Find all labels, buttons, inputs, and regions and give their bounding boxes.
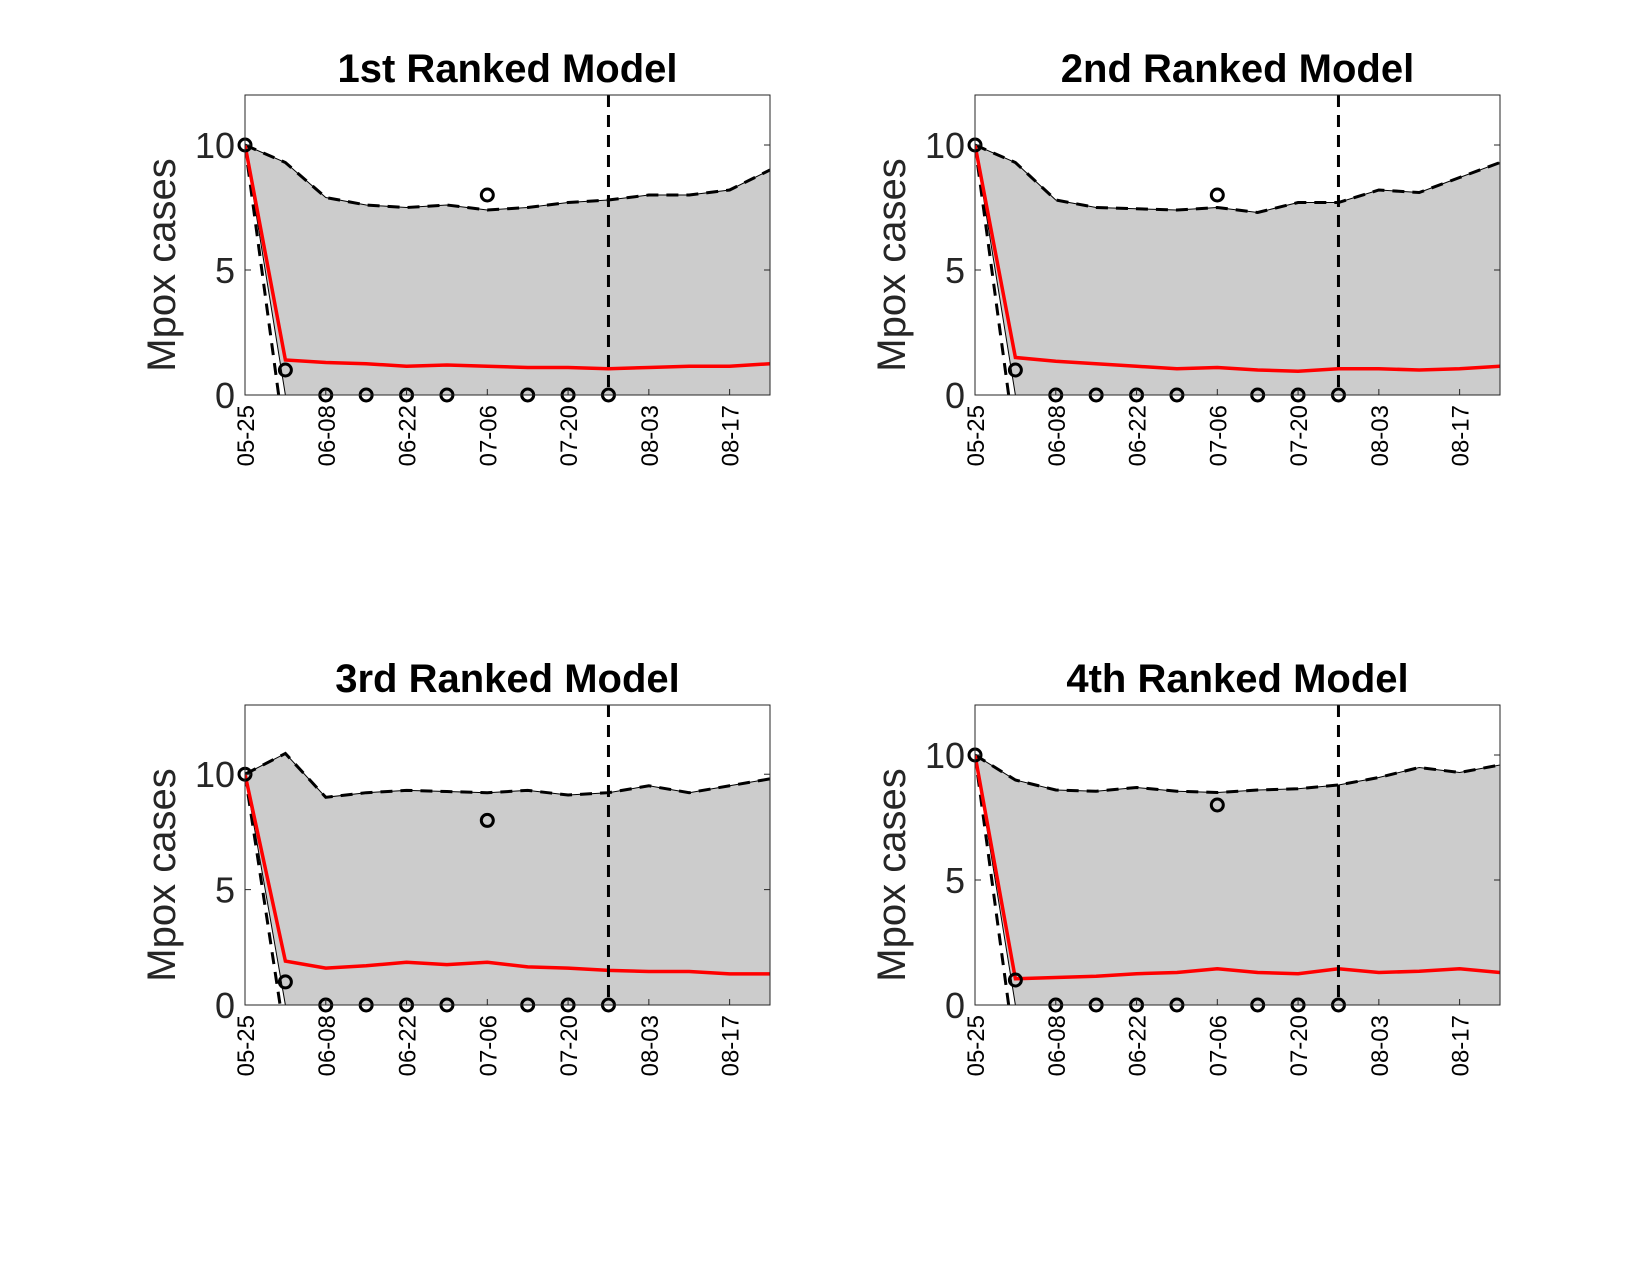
observed-point	[1209, 797, 1225, 813]
chart-panel-1: 0 5 10 05-25 06-08 06-22 07-06 07-20 08-03 08-17 1…	[140, 47, 771, 466]
x-tick-label: 07-06	[475, 405, 502, 466]
y-axis-label: Mpox cases	[870, 158, 914, 371]
upper-bound-line	[245, 143, 770, 212]
y-axis-label: Mpox cases	[140, 158, 184, 371]
x-tick-label: 08-03	[637, 1015, 664, 1076]
y-tick-label: 10	[925, 735, 965, 776]
median-line	[975, 144, 1500, 374]
axes-box	[244, 704, 771, 1006]
x-tick-label: 06-22	[395, 405, 422, 466]
observed-point	[479, 187, 495, 203]
x-tick-label: 06-22	[395, 1015, 422, 1076]
median-line	[245, 773, 770, 976]
x-tick-label: 08-03	[1367, 405, 1394, 466]
y-tick-label: 0	[215, 985, 235, 1026]
x-tick-label: 06-08	[314, 1015, 341, 1076]
axes-box	[244, 94, 771, 396]
median-line	[975, 754, 1500, 981]
upper-bound-line	[975, 753, 1500, 795]
y-tick-label: 5	[215, 250, 235, 291]
y-axis-label: Mpox cases	[140, 768, 184, 981]
x-tick-label: 06-22	[1125, 1015, 1152, 1076]
plot-area	[975, 705, 1500, 1005]
observed-point	[1007, 362, 1023, 378]
lower-bound-line	[245, 774, 282, 1005]
x-tick-label: 08-17	[1448, 405, 1475, 466]
x-tick-label: 08-17	[718, 1015, 745, 1076]
prediction-interval-band	[245, 144, 770, 395]
x-tick-label: 07-20	[556, 1015, 583, 1076]
chart-panel-2: 0 5 10 05-25 06-08 06-22 07-06 07-20 08-03 08-17 2…	[870, 47, 1501, 466]
y-tick-label: 5	[215, 870, 235, 911]
x-tick-label: 07-06	[1205, 1015, 1232, 1076]
chart-title: 2nd Ranked Model	[1061, 47, 1414, 91]
chart-title: 1st Ranked Model	[337, 47, 677, 91]
x-tick-label: 05-25	[963, 405, 990, 466]
axes-box	[974, 704, 1501, 1006]
x-tick-label: 05-25	[233, 1015, 260, 1076]
upper-bound-line	[975, 143, 1500, 215]
x-tick-label: 06-08	[1044, 1015, 1071, 1076]
x-tick-label: 06-08	[1044, 405, 1071, 466]
observed-point	[1007, 972, 1023, 988]
observed-point	[1209, 187, 1225, 203]
x-tick-label: 05-25	[963, 1015, 990, 1076]
x-tick-label: 08-17	[718, 405, 745, 466]
chart-title: 4th Ranked Model	[1066, 657, 1408, 701]
x-tick-label: 07-20	[556, 405, 583, 466]
y-tick-label: 10	[195, 125, 235, 166]
chart-panel-4: 0 5 10 05-25 06-08 06-22 07-06 07-20 08-03 08-17 4…	[870, 657, 1501, 1076]
y-tick-label: 5	[945, 250, 965, 291]
y-tick-label: 0	[945, 985, 965, 1026]
x-tick-label: 08-17	[1448, 1015, 1475, 1076]
lower-bound-line	[975, 144, 1011, 395]
observed-point	[277, 362, 293, 378]
lower-bound-line	[975, 754, 1011, 1005]
y-tick-label: 5	[945, 860, 965, 901]
plot-area	[975, 95, 1500, 395]
x-tick-label: 07-20	[1286, 1015, 1313, 1076]
y-tick-label: 0	[945, 375, 965, 416]
y-tick-label: 0	[215, 375, 235, 416]
x-tick-label: 06-22	[1125, 405, 1152, 466]
y-axis-label: Mpox cases	[870, 768, 914, 981]
chart-title: 3rd Ranked Model	[335, 657, 680, 701]
x-tick-label: 07-20	[1286, 405, 1313, 466]
x-tick-label: 08-03	[1367, 1015, 1394, 1076]
plot-area	[245, 705, 770, 1005]
x-tick-label: 07-06	[1205, 405, 1232, 466]
observed-point	[479, 812, 495, 828]
panels-container: 0 5 10 05-25 06-08 06-22 07-06 07-20 08-03 08-17 1…	[140, 47, 1501, 1076]
x-tick-label: 08-03	[637, 405, 664, 466]
x-tick-label: 06-08	[314, 405, 341, 466]
upper-bound-line	[245, 751, 770, 799]
y-tick-label: 10	[925, 125, 965, 166]
axes-box	[974, 94, 1501, 396]
plot-area	[245, 95, 770, 395]
x-tick-label: 05-25	[233, 405, 260, 466]
chart-panel-3: 0 5 10 05-25 06-08 06-22 07-06 07-20 08-03 08-17 3…	[140, 657, 771, 1076]
x-tick-label: 07-06	[475, 1015, 502, 1076]
y-tick-label: 10	[195, 754, 235, 795]
observed-point	[277, 974, 293, 990]
lower-bound-line	[245, 144, 281, 395]
median-line	[245, 144, 770, 371]
